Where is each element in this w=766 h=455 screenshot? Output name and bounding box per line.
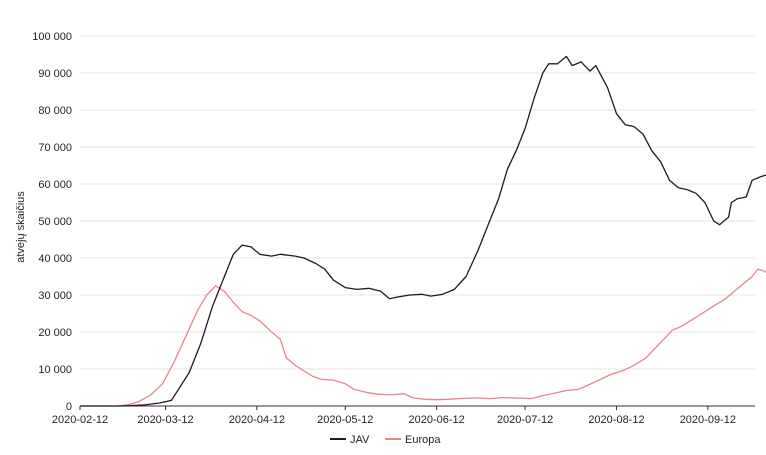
x-tick-label: 2020-08-12 [588, 414, 644, 426]
x-tick-label: 2020-03-12 [137, 414, 193, 426]
y-axis-title: atvejų skaičius [15, 191, 27, 263]
y-tick-label: 70 000 [38, 142, 72, 154]
legend: JAV Europa [330, 434, 441, 446]
y-tick-label: 60 000 [38, 179, 72, 191]
series-line-europa [80, 268, 766, 407]
series-line-jav [80, 55, 766, 407]
x-axis: 2020-02-12 2020-03-12 2020-04-12 2020-05-12… [52, 406, 736, 426]
y-axis: 0 10 000 20 000 30 000 40 000 50 000 60 000 70 … [32, 31, 72, 413]
x-tick-label: 2020-05-12 [317, 414, 373, 426]
y-tick-label: 40 000 [38, 253, 72, 265]
y-tick-label: 20 000 [38, 327, 72, 339]
legend-label-jav: JAV [350, 434, 370, 446]
series-layer [80, 55, 766, 407]
y-tick-label: 90 000 [38, 68, 72, 80]
gridlines [80, 35, 755, 407]
y-tick-label: 10 000 [38, 364, 72, 376]
x-tick-label: 2020-02-12 [52, 414, 108, 426]
y-tick-label: 50 000 [38, 216, 72, 228]
x-tick-label: 2020-04-12 [229, 414, 285, 426]
x-tick-label: 2020-06-12 [409, 414, 465, 426]
legend-label-europa: Europa [405, 434, 441, 446]
y-tick-label: 80 000 [38, 105, 72, 117]
y-tick-label: 0 [66, 401, 72, 413]
x-tick-label: 2020-09-12 [680, 414, 736, 426]
x-tick-label: 2020-07-12 [497, 414, 553, 426]
y-tick-label: 100 000 [32, 31, 72, 43]
y-tick-label: 30 000 [38, 290, 72, 302]
